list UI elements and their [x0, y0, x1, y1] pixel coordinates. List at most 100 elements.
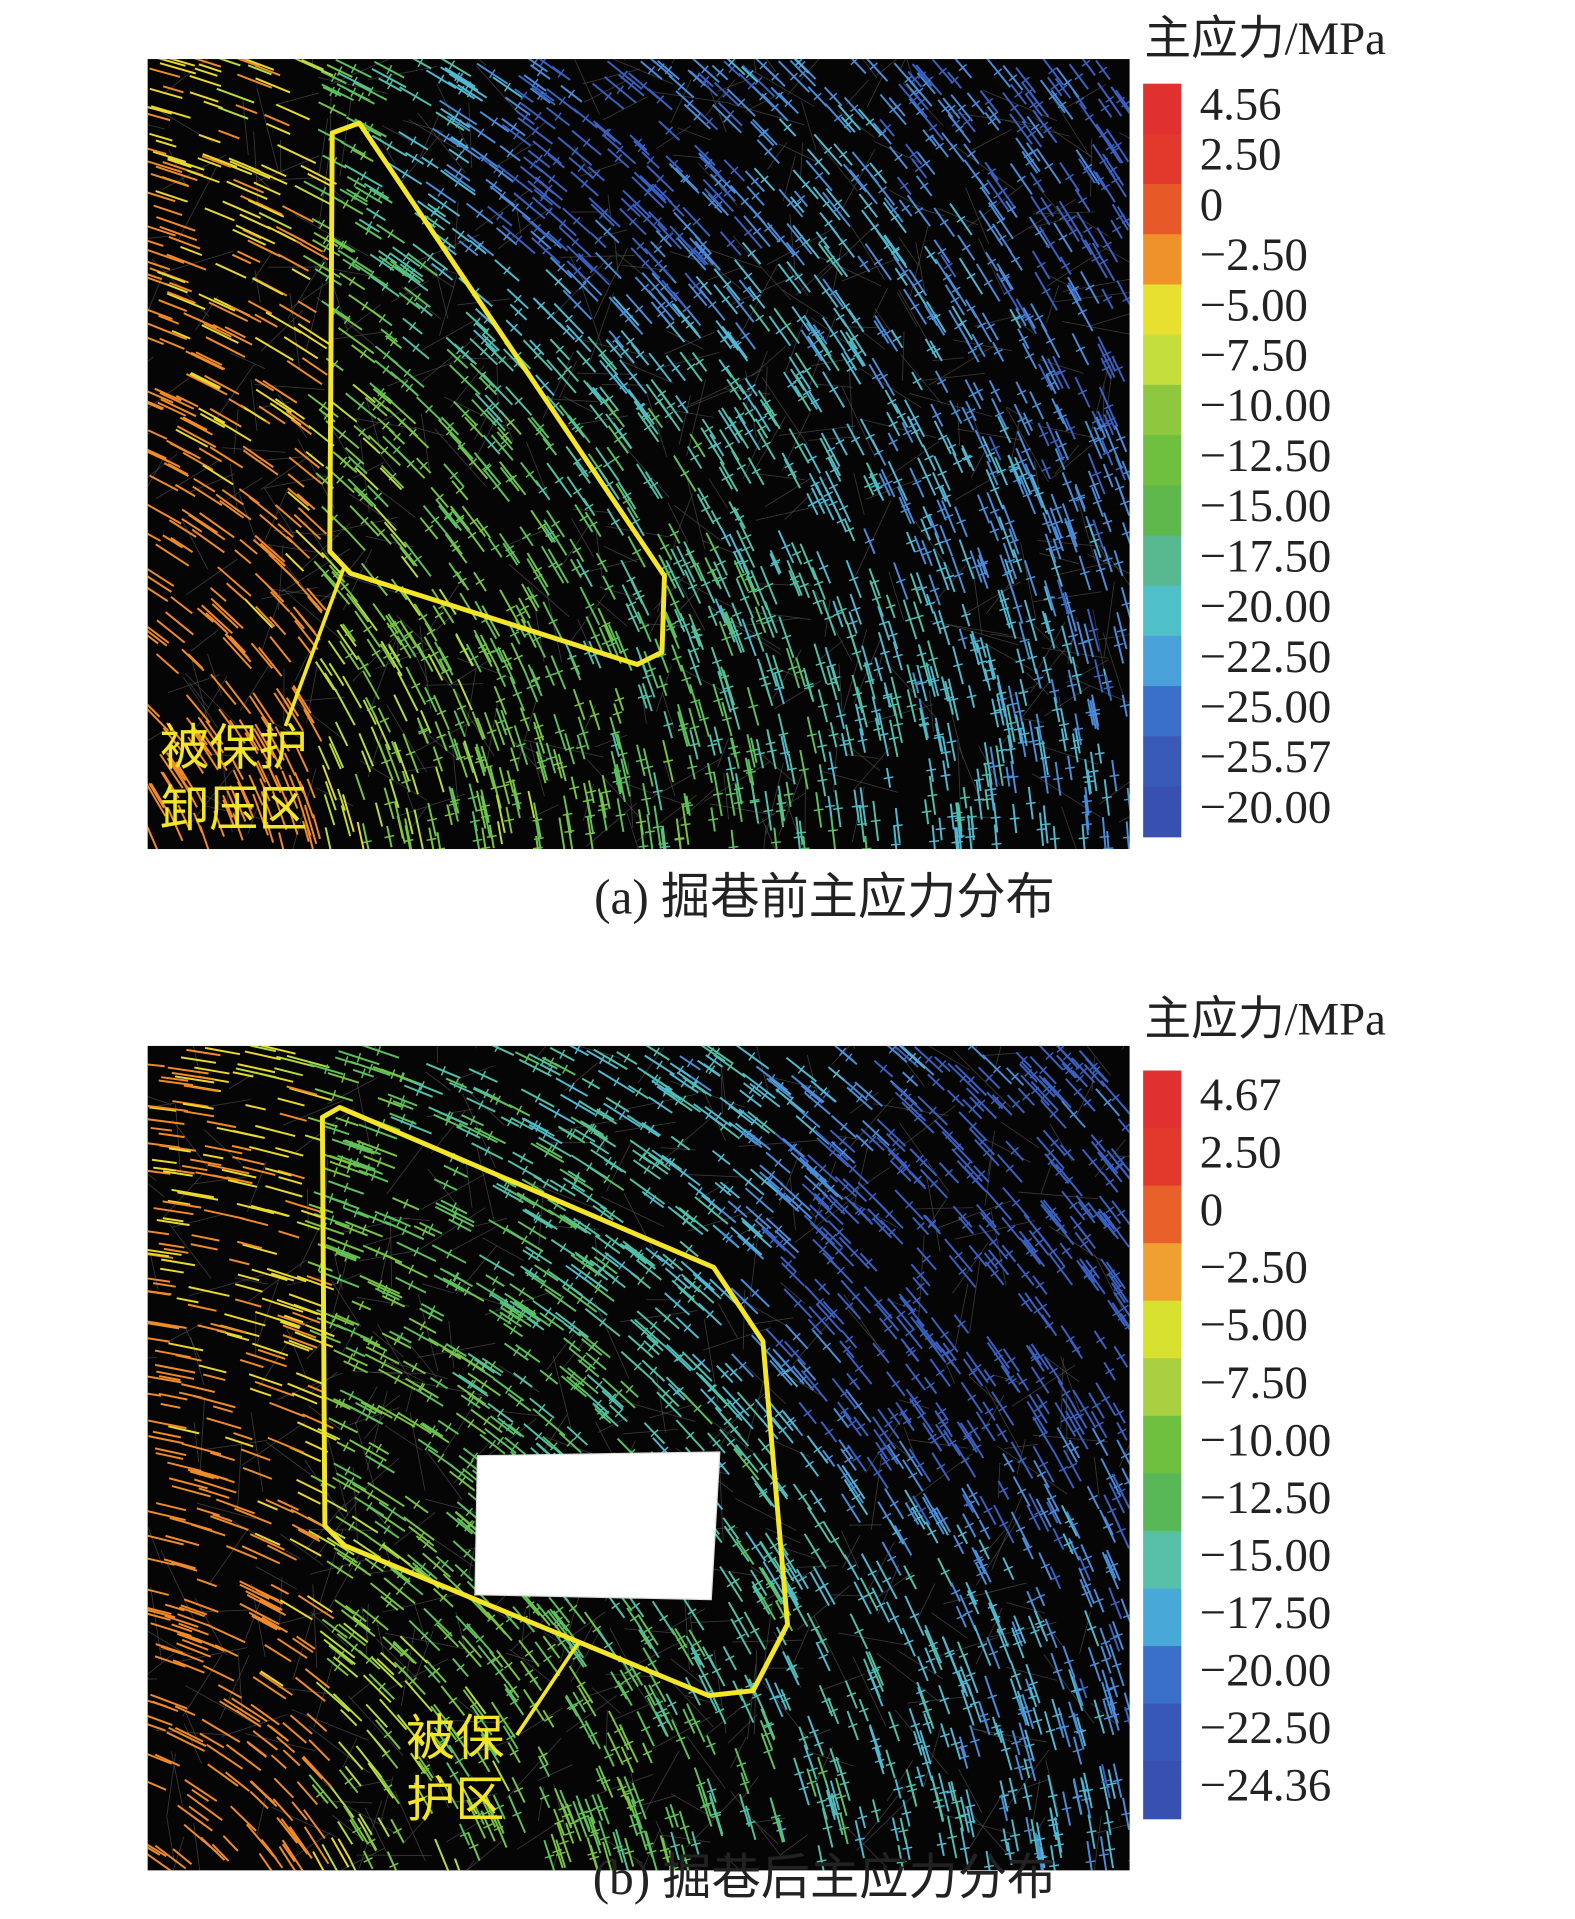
minor-stress: [900, 268, 909, 276]
minor-stress: [948, 697, 959, 702]
minor-stress: [721, 636, 731, 641]
minor-stress: [823, 146, 833, 155]
minor-stress: [318, 261, 325, 272]
minor-stress: [359, 349, 367, 359]
minor-stress: [991, 842, 1002, 846]
minor-stress: [513, 294, 522, 303]
mesh-line: [943, 1582, 1027, 1605]
minor-stress: [961, 556, 972, 562]
minor-stress: [1122, 296, 1130, 302]
principal-stress: [229, 785, 247, 822]
minor-stress: [700, 151, 709, 160]
minor-stress: [1023, 151, 1033, 159]
mesh-line: [841, 386, 876, 458]
minor-stress: [577, 163, 586, 173]
mesh-line: [386, 704, 428, 773]
minor-stress: [1092, 499, 1103, 505]
minor-stress: [850, 104, 859, 113]
minor-stress: [413, 292, 421, 302]
mesh-line: [601, 384, 651, 386]
minor-stress: [742, 285, 752, 294]
minor-stress: [677, 82, 686, 91]
minor-stress: [1002, 775, 1013, 779]
minor-stress: [575, 253, 584, 262]
minor-stress: [755, 617, 766, 623]
minor-stress: [693, 112, 702, 121]
mesh-line: [394, 1790, 426, 1862]
mesh-line: [717, 1303, 739, 1339]
minor-stress: [722, 180, 731, 188]
mesh-line: [339, 1847, 385, 1871]
minor-stress: [776, 1081, 784, 1091]
minor-stress: [744, 634, 754, 640]
mesh-line: [717, 76, 755, 92]
minor-stress: [535, 154, 543, 164]
mesh-line: [349, 1407, 400, 1426]
principal-stress: [384, 743, 401, 782]
principal-stress: [210, 597, 244, 630]
minor-stress: [663, 759, 674, 763]
minor-stress: [1052, 546, 1062, 552]
minor-stress: [893, 722, 904, 727]
mesh-line: [886, 1759, 914, 1801]
principal-stress: [147, 783, 167, 817]
mesh-line: [280, 1610, 326, 1624]
minor-stress: [503, 82, 511, 92]
minor-stress: [600, 208, 609, 217]
minor-stress: [537, 522, 547, 530]
principal-stress: [219, 499, 245, 519]
minor-stress: [1040, 823, 1051, 826]
minor-stress: [383, 652, 393, 659]
mesh-line: [417, 112, 466, 174]
minor-stress: [937, 470, 947, 476]
principal-stress: [367, 1481, 405, 1508]
minor-stress: [656, 95, 665, 104]
principal-stress: [218, 708, 232, 726]
mesh-line: [155, 458, 223, 499]
principal-stress: [270, 1272, 295, 1282]
minor-stress: [1066, 216, 1076, 223]
mesh-line: [853, 746, 892, 791]
minor-stress: [475, 759, 485, 764]
minor-stress: [1030, 487, 1040, 493]
mesh-line: [264, 177, 319, 181]
mesh-line: [185, 1685, 256, 1725]
minor-stress: [478, 647, 489, 654]
minor-stress: [1016, 175, 1026, 183]
minor-stress: [896, 1860, 907, 1864]
minor-stress: [941, 105, 950, 113]
minor-stress: [1061, 642, 1072, 647]
minor-stress: [992, 1065, 1001, 1074]
mesh-line: [929, 690, 934, 733]
minor-stress: [744, 575, 755, 581]
mesh-line: [1093, 1815, 1102, 1871]
stress-field: [147, 1045, 1130, 1871]
minor-stress: [468, 795, 478, 800]
minor-stress: [892, 824, 903, 827]
mesh-line: [876, 59, 898, 76]
minor-stress: [885, 604, 896, 609]
principal-stress: [340, 805, 352, 837]
mesh-line: [685, 1695, 722, 1706]
colorbar-label: −15.00: [1200, 480, 1332, 532]
mesh-line: [898, 1122, 949, 1192]
minor-stress: [893, 478, 903, 484]
minor-stress: [751, 1543, 761, 1551]
mesh-line: [560, 254, 635, 258]
minor-stress: [913, 279, 923, 286]
minor-stress: [441, 668, 451, 675]
minor-stress: [981, 798, 992, 801]
minor-stress: [498, 191, 506, 201]
minor-stress: [329, 104, 336, 114]
mesh-line: [670, 79, 692, 124]
minor-stress: [879, 650, 890, 655]
minor-stress: [608, 408, 618, 416]
minor-stress: [795, 369, 805, 377]
principal-stress: [435, 766, 445, 793]
principal-stress: [149, 87, 183, 100]
minor-stress: [894, 153, 903, 162]
principal-stress: [319, 658, 333, 677]
mesh-line: [389, 1217, 393, 1288]
principal-stress: [354, 773, 366, 801]
colorbar-label: 0: [1200, 179, 1223, 231]
